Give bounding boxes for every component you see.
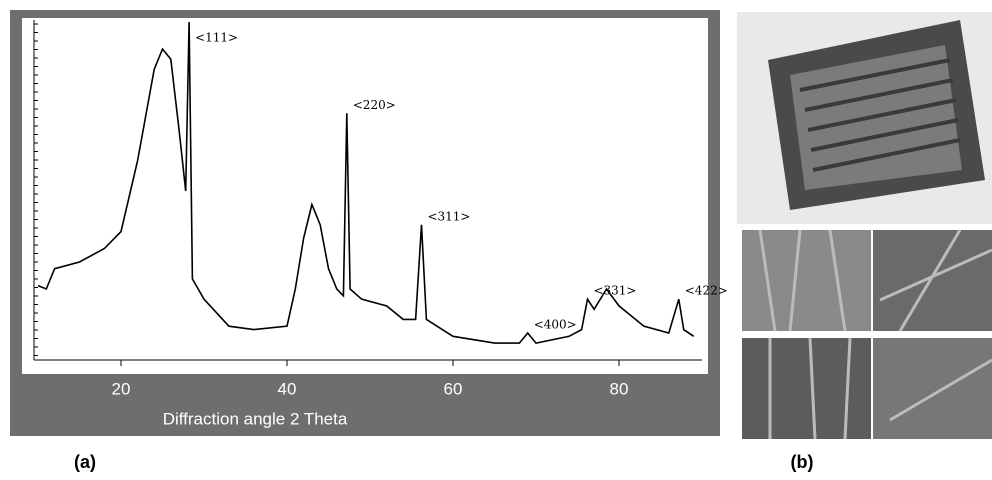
xrd-line [37,21,695,344]
peak-label: <220> [353,98,396,112]
x-tick-label: 20 [112,379,131,398]
peak-label: <311> [427,209,470,223]
x-axis-title: Diffraction angle 2 Theta [163,409,348,428]
peak-label: <331> [593,284,636,298]
plot-area [22,18,708,374]
fabric-photo [737,12,992,224]
x-tick-label: 40 [278,379,297,398]
sem-images [742,229,992,440]
peak-label: <422> [685,284,728,298]
caption: (a) [74,452,96,472]
x-tick-label: 80 [610,379,629,398]
x-tick-label: 60 [444,379,463,398]
peak-label: <111> [195,31,238,45]
caption: (b) [791,452,814,472]
peak-label: <400> [534,317,577,331]
